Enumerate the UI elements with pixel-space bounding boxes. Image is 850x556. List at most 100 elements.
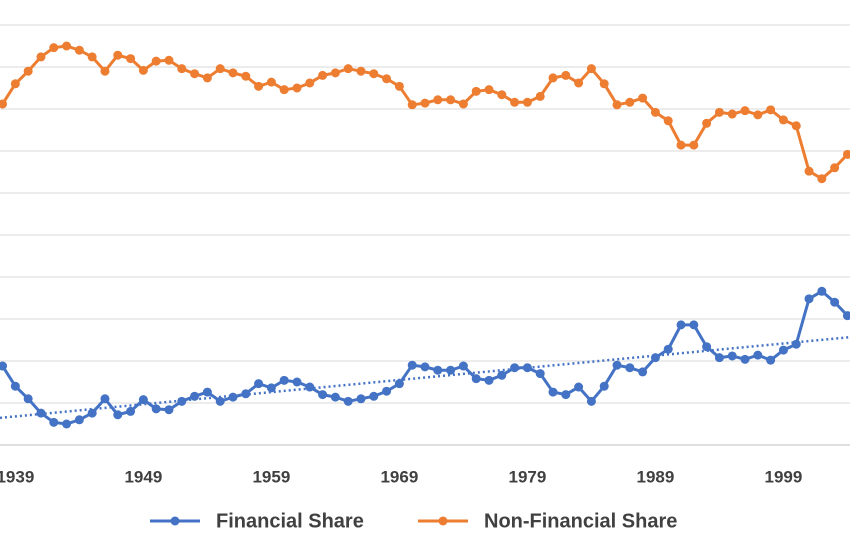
data-point bbox=[151, 404, 161, 414]
data-point bbox=[535, 369, 545, 379]
data-point bbox=[0, 99, 8, 109]
data-point bbox=[369, 69, 379, 79]
data-point bbox=[535, 91, 545, 101]
data-point bbox=[279, 85, 289, 95]
data-point bbox=[842, 311, 850, 321]
data-point bbox=[49, 43, 59, 53]
data-point bbox=[407, 100, 417, 110]
data-point bbox=[702, 118, 712, 128]
legend-label: Financial Share bbox=[216, 510, 364, 532]
data-point bbox=[650, 107, 660, 117]
x-tick-label: 1989 bbox=[637, 467, 675, 486]
data-point bbox=[842, 149, 850, 159]
data-point bbox=[126, 54, 136, 64]
data-point bbox=[638, 93, 648, 103]
grid bbox=[0, 24, 850, 446]
data-point bbox=[164, 55, 174, 65]
data-point bbox=[753, 110, 763, 120]
data-point bbox=[266, 383, 276, 393]
x-tick-label: 1969 bbox=[380, 467, 418, 486]
data-point bbox=[676, 320, 686, 330]
data-point bbox=[778, 115, 788, 125]
x-tick-label: 1999 bbox=[765, 467, 803, 486]
data-point bbox=[766, 355, 776, 365]
data-point bbox=[791, 339, 801, 349]
data-point bbox=[458, 99, 468, 109]
data-point bbox=[804, 294, 814, 304]
data-point bbox=[650, 353, 660, 363]
plot-area bbox=[0, 41, 850, 429]
data-point bbox=[586, 64, 596, 74]
data-point bbox=[420, 362, 430, 372]
data-point bbox=[62, 41, 72, 51]
data-point bbox=[702, 342, 712, 352]
data-point bbox=[254, 379, 264, 389]
data-point bbox=[126, 406, 136, 416]
data-point bbox=[510, 97, 520, 107]
data-point bbox=[727, 109, 737, 119]
data-point bbox=[177, 396, 187, 406]
data-point bbox=[36, 408, 46, 418]
data-point bbox=[356, 66, 366, 76]
data-point bbox=[612, 100, 622, 110]
data-point bbox=[151, 56, 161, 66]
data-point bbox=[522, 363, 532, 373]
data-point bbox=[599, 381, 609, 391]
data-point bbox=[433, 365, 443, 375]
data-point bbox=[177, 64, 187, 74]
data-point bbox=[241, 389, 251, 399]
data-point bbox=[228, 392, 238, 402]
data-point bbox=[638, 367, 648, 377]
data-point bbox=[318, 390, 328, 400]
data-point bbox=[830, 163, 840, 173]
data-point bbox=[714, 107, 724, 117]
data-point bbox=[753, 350, 763, 360]
data-point bbox=[830, 297, 840, 307]
data-point bbox=[407, 360, 417, 370]
data-point bbox=[689, 320, 699, 330]
data-point bbox=[727, 351, 737, 361]
data-point bbox=[305, 382, 315, 392]
data-point bbox=[356, 394, 366, 404]
x-axis: 1939 1949 1959 1969 1979 1989 1999 bbox=[0, 467, 802, 486]
data-point bbox=[804, 166, 814, 176]
data-point bbox=[676, 140, 686, 150]
data-point bbox=[817, 174, 827, 184]
data-point bbox=[23, 66, 33, 76]
data-point bbox=[766, 105, 776, 115]
data-point bbox=[471, 86, 481, 96]
data-point bbox=[458, 361, 468, 371]
data-point bbox=[343, 64, 353, 74]
x-tick-label: 1979 bbox=[508, 467, 546, 486]
data-point bbox=[343, 396, 353, 406]
data-point bbox=[522, 97, 532, 107]
data-point bbox=[62, 419, 72, 429]
data-point bbox=[138, 395, 148, 405]
data-point bbox=[548, 73, 558, 83]
data-point bbox=[586, 396, 596, 406]
data-point bbox=[714, 353, 724, 363]
data-point bbox=[382, 74, 392, 84]
data-point bbox=[113, 50, 123, 60]
data-point bbox=[382, 386, 392, 396]
data-point bbox=[484, 85, 494, 95]
data-point bbox=[215, 64, 225, 74]
legend: Financial Share Non-Financial Share bbox=[150, 510, 677, 532]
data-point bbox=[574, 78, 584, 88]
data-point bbox=[74, 415, 84, 425]
data-point bbox=[689, 140, 699, 150]
data-point bbox=[292, 377, 302, 387]
data-point bbox=[497, 90, 507, 100]
data-point bbox=[305, 78, 315, 88]
data-point bbox=[87, 408, 97, 418]
data-point bbox=[817, 286, 827, 296]
data-point bbox=[23, 394, 33, 404]
data-point bbox=[369, 391, 379, 401]
data-point bbox=[561, 390, 571, 400]
data-point bbox=[138, 65, 148, 75]
legend-marker bbox=[170, 516, 180, 526]
data-point bbox=[100, 66, 110, 76]
data-point bbox=[561, 70, 571, 80]
data-point bbox=[625, 97, 635, 107]
